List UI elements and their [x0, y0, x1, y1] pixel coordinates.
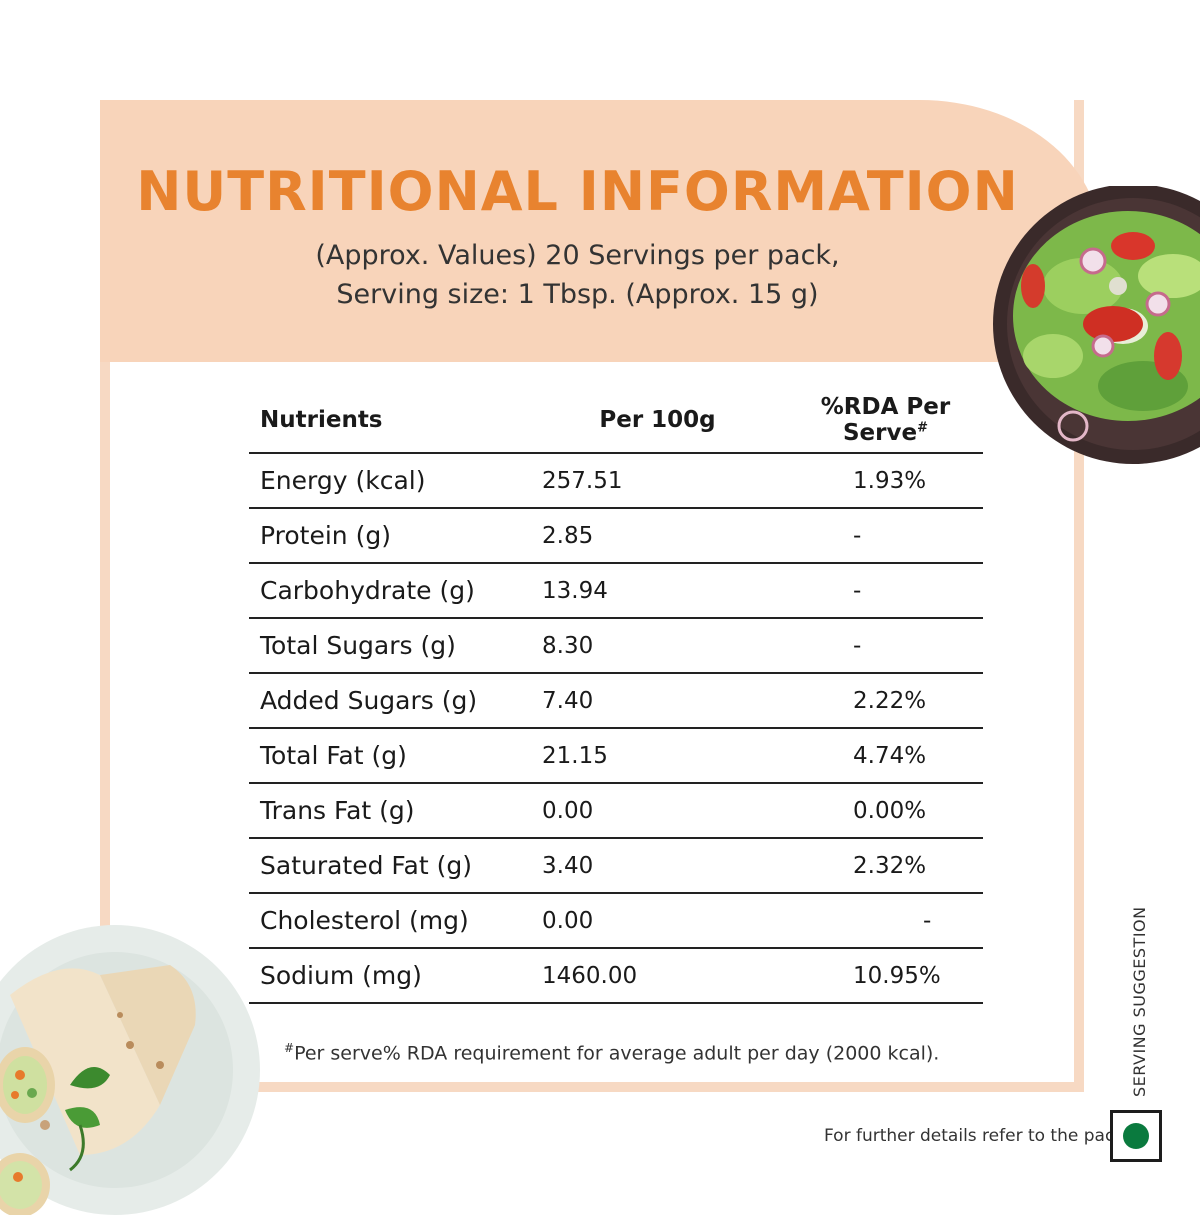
nutrient-rda: - — [788, 893, 983, 949]
header-background — [100, 100, 1100, 362]
table-row: Energy (kcal) 257.51 1.93% — [249, 453, 983, 509]
header: NUTRITIONAL INFORMATION (Approx. Values)… — [100, 100, 1100, 362]
nutrient-rda: - — [788, 563, 983, 619]
header-nutrients: Nutrients — [249, 388, 527, 454]
nutrient-name: Energy (kcal) — [249, 453, 527, 509]
page-title: NUTRITIONAL INFORMATION — [136, 160, 1019, 223]
table-row: Total Sugars (g) 8.30 - — [249, 618, 983, 674]
veg-symbol-icon — [1110, 1110, 1162, 1162]
nutrient-rda: - — [788, 508, 983, 564]
nutrient-per-100g: 21.15 — [527, 728, 788, 784]
footnote-mark: # — [284, 1041, 295, 1055]
content-frame — [100, 100, 1084, 1092]
wrap-plate-image — [0, 925, 260, 1215]
nutrient-per-100g: 13.94 — [527, 563, 788, 619]
table-header-row: Nutrients Per 100g %RDA Per Serve# — [249, 388, 983, 454]
nutrient-per-100g: 2.85 — [527, 508, 788, 564]
footnote-text: Per serve% RDA requirement for average a… — [294, 1042, 940, 1065]
nutrient-name: Cholesterol (mg) — [249, 893, 527, 949]
nutrient-per-100g: 257.51 — [527, 453, 788, 509]
header-rda-mark: # — [917, 420, 928, 436]
nutrient-name: Added Sugars (g) — [249, 673, 527, 729]
salad-bowl-image — [993, 186, 1200, 464]
nutrient-per-100g: 0.00 — [527, 783, 788, 839]
nutrient-rda: 4.74% — [788, 728, 983, 784]
nutrient-name: Trans Fat (g) — [249, 783, 527, 839]
nutrient-per-100g: 0.00 — [527, 893, 788, 949]
nutrient-rda: - — [788, 618, 983, 674]
nutrient-rda: 2.22% — [788, 673, 983, 729]
subtitle-line-1: (Approx. Values) 20 Servings per pack, — [315, 240, 840, 271]
table-row: Sodium (mg) 1460.00 10.95% — [249, 948, 983, 1004]
table-row: Trans Fat (g) 0.00 0.00% — [249, 783, 983, 839]
header-rda-label: %RDA Per Serve — [820, 394, 951, 446]
nutrient-name: Sodium (mg) — [249, 948, 527, 1004]
subtitle-line-2: Serving size: 1 Tbsp. (Approx. 15 g) — [336, 279, 819, 310]
nutrient-name: Protein (g) — [249, 508, 527, 564]
rda-footnote: #Per serve% RDA requirement for average … — [284, 1041, 939, 1064]
nutrient-per-100g: 1460.00 — [527, 948, 788, 1004]
table-row: Cholesterol (mg) 0.00 - — [249, 893, 983, 949]
serving-suggestion-label: SERVING SUGGESTION — [1130, 906, 1149, 1097]
nutrient-per-100g: 8.30 — [527, 618, 788, 674]
nutrition-table: Nutrients Per 100g %RDA Per Serve# Energ… — [249, 388, 983, 1004]
table-row: Total Fat (g) 21.15 4.74% — [249, 728, 983, 784]
nutrient-per-100g: 7.40 — [527, 673, 788, 729]
nutrient-rda: 10.95% — [788, 948, 983, 1004]
table-row: Protein (g) 2.85 - — [249, 508, 983, 564]
nutrient-name: Carbohydrate (g) — [249, 563, 527, 619]
nutrient-rda: 2.32% — [788, 838, 983, 894]
nutrient-name: Total Sugars (g) — [249, 618, 527, 674]
nutrient-rda: 1.93% — [788, 453, 983, 509]
nutrient-per-100g: 3.40 — [527, 838, 788, 894]
nutrient-name: Saturated Fat (g) — [249, 838, 527, 894]
nutrient-rda: 0.00% — [788, 783, 983, 839]
table-row: Saturated Fat (g) 3.40 2.32% — [249, 838, 983, 894]
table-row: Carbohydrate (g) 13.94 - — [249, 563, 983, 619]
header-rda-per-serve: %RDA Per Serve# — [788, 388, 983, 454]
nutrient-name: Total Fat (g) — [249, 728, 527, 784]
page-subtitle: (Approx. Values) 20 Servings per pack, S… — [100, 236, 1055, 314]
header-per-100g: Per 100g — [527, 388, 788, 454]
further-details-note: For further details refer to the pack. — [824, 1126, 1130, 1146]
table-row: Added Sugars (g) 7.40 2.22% — [249, 673, 983, 729]
veg-dot — [1123, 1123, 1149, 1149]
